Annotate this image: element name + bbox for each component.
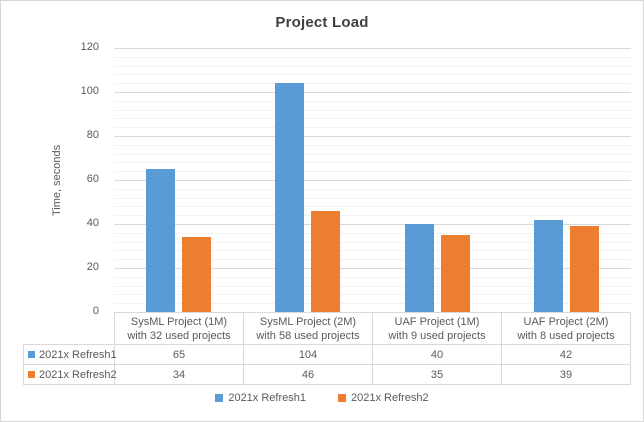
table-corner-cell: [24, 313, 115, 345]
bar-group: [373, 48, 502, 312]
minor-gridline: [114, 250, 631, 252]
table-value-cell: 39: [501, 364, 631, 385]
table-series-label: 2021x Refresh1: [23, 344, 117, 365]
minor-gridline: [114, 285, 631, 287]
table-series-label: 2021x Refresh2: [23, 364, 117, 385]
table-value-cell: 65: [114, 344, 244, 365]
table-category-header: SysML Project (1M) with 32 used projects: [114, 312, 244, 345]
major-gridline: [114, 92, 631, 93]
bar-series1[interactable]: [275, 83, 305, 312]
major-gridline: [114, 268, 631, 270]
minor-gridline: [114, 65, 631, 67]
plot-area: [114, 48, 631, 312]
bar-series2[interactable]: [182, 237, 212, 312]
legend-item[interactable]: 2021x Refresh2: [338, 392, 429, 404]
major-gridline: [114, 136, 631, 138]
minor-gridline: [114, 197, 631, 199]
legend-label: 2021x Refresh1: [228, 392, 306, 404]
table-value-cell: 35: [372, 364, 502, 385]
bar-series1[interactable]: [533, 219, 563, 312]
major-gridline: [114, 180, 631, 181]
series-swatch: [28, 370, 35, 378]
minor-gridline: [114, 294, 631, 296]
data-table-header: SysML Project (1M) with 32 used projects…: [24, 312, 631, 345]
bar-group: [502, 48, 631, 312]
minor-gridline: [114, 162, 631, 164]
data-table-body: 2021x Refresh1 65 104 40 42 2021x Refresh2 34 4…: [23, 344, 631, 385]
minor-gridline: [114, 153, 631, 155]
minor-gridline: [114, 118, 631, 120]
table-header-row: SysML Project (1M) with 32 used projects…: [24, 312, 631, 345]
y-tick-label: 20: [86, 261, 99, 274]
table-row: 2021x Refresh1 65 104 40 42: [23, 344, 631, 365]
gridlines: [114, 48, 631, 312]
minor-gridline: [114, 206, 631, 208]
bar-group: [114, 48, 243, 312]
bar-groups: [114, 48, 631, 312]
y-tick-label: 120: [80, 41, 99, 53]
legend-swatch: [338, 394, 346, 402]
y-tick-label: 60: [86, 173, 99, 185]
table-category-header: UAF Project (1M) with 9 used projects: [372, 312, 502, 345]
bar-series2[interactable]: [311, 210, 341, 312]
y-axis-ticks: 0 20 40 60 80 100 120: [63, 41, 105, 317]
bar-series1[interactable]: [404, 224, 434, 312]
legend-label: 2021x Refresh2: [351, 392, 429, 404]
minor-gridline: [114, 259, 631, 261]
minor-gridline: [114, 74, 631, 76]
major-gridline: [114, 48, 631, 49]
bar-series2[interactable]: [569, 226, 599, 312]
table-value-cell: 40: [372, 344, 502, 365]
minor-gridline: [114, 56, 631, 58]
minor-gridline: [114, 232, 631, 234]
bar-group: [243, 48, 372, 312]
table-value-cell: 104: [243, 344, 373, 365]
y-tick-label: 80: [86, 129, 99, 142]
minor-gridline: [114, 144, 631, 146]
table-value-cell: 42: [501, 344, 631, 365]
minor-gridline: [114, 83, 631, 85]
table-category-header: SysML Project (2M) with 58 used projects: [243, 312, 373, 345]
minor-gridline: [114, 241, 631, 243]
table-value-cell: 46: [243, 364, 373, 385]
minor-gridline: [114, 127, 631, 129]
legend: 2021x Refresh1 2021x Refresh2: [1, 392, 643, 404]
data-table: SysML Project (1M) with 32 used projects…: [23, 312, 631, 385]
legend-swatch: [215, 394, 224, 402]
minor-gridline: [114, 188, 631, 190]
series-swatch: [28, 350, 35, 358]
legend-item[interactable]: 2021x Refresh1: [215, 392, 306, 404]
minor-gridline: [114, 215, 631, 217]
table-value-cell: 34: [114, 364, 244, 385]
major-gridline: [114, 224, 631, 226]
minor-gridline: [114, 303, 631, 305]
table-category-header: UAF Project (2M) with 8 used projects: [501, 312, 631, 345]
chart-title: Project Load: [275, 14, 369, 31]
minor-gridline: [114, 276, 631, 278]
bar-series2[interactable]: [440, 235, 470, 312]
minor-gridline: [114, 100, 631, 102]
y-tick-label: 100: [80, 85, 99, 97]
y-tick-label: 0: [92, 305, 99, 317]
bar-series1[interactable]: [146, 169, 176, 312]
minor-gridline: [114, 171, 631, 173]
minor-gridline: [114, 109, 631, 111]
table-row: 2021x Refresh2 34 46 35 39: [23, 364, 631, 385]
y-tick-label: 40: [86, 217, 99, 230]
